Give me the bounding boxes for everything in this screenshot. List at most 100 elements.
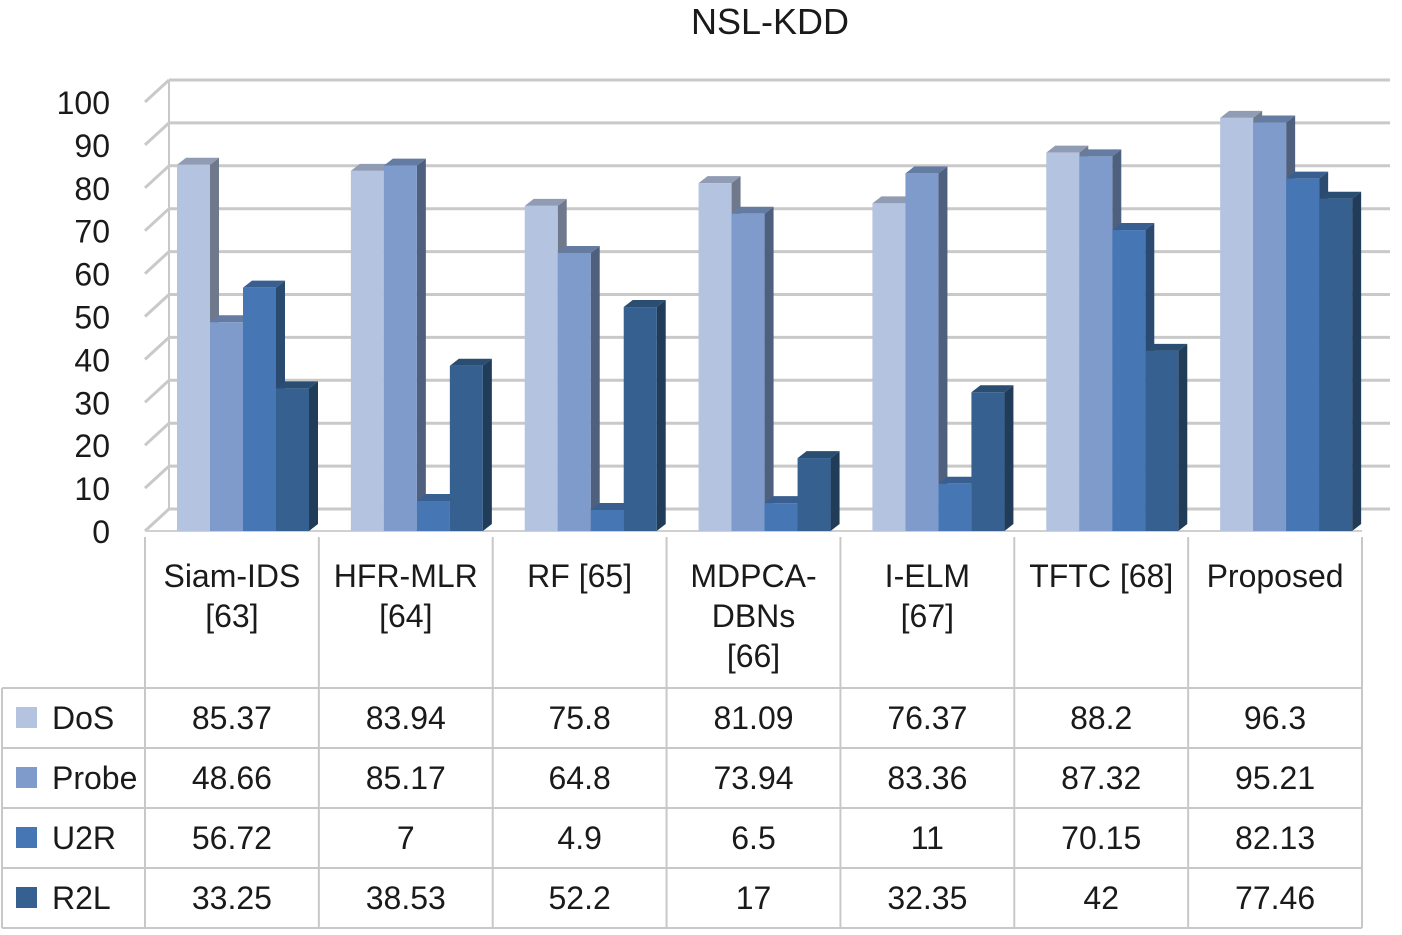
bar-front (797, 458, 831, 531)
bar-probe (383, 158, 426, 531)
gridline-side (143, 379, 171, 404)
legend-label: DoS (52, 700, 114, 736)
table-value: 33.25 (192, 880, 272, 916)
bar-front (243, 287, 276, 531)
table-value: 76.37 (887, 700, 967, 736)
gridline-side (143, 121, 171, 147)
bar-top (731, 206, 774, 214)
bar-side (764, 206, 774, 531)
bar-side (416, 158, 426, 531)
bar-top (1079, 149, 1122, 157)
bar-front (1220, 117, 1254, 532)
bar-front (764, 503, 798, 531)
table-value: 38.53 (366, 880, 446, 916)
bar-top (276, 381, 318, 389)
legend-label: U2R (52, 820, 116, 856)
y-tick-label: 100 (57, 85, 110, 121)
table-value: 75.8 (549, 700, 611, 736)
table-value: 73.94 (713, 760, 793, 796)
bar-front (524, 205, 558, 531)
bar-top (449, 358, 492, 366)
legend-swatch (16, 767, 37, 788)
table-value: 6.5 (731, 820, 775, 856)
x-category-label: TFTC [68] (1029, 558, 1173, 594)
bar-top (1253, 115, 1296, 123)
bar-top (938, 476, 981, 484)
gridline-side (143, 207, 171, 232)
bar-r2l (797, 451, 840, 531)
table-value: 96.3 (1244, 700, 1306, 736)
y-tick-label: 30 (74, 385, 110, 421)
bar-top (350, 163, 393, 171)
table-value: 88.2 (1070, 700, 1132, 736)
table-value: 77.46 (1235, 880, 1315, 916)
bar-front (383, 165, 417, 531)
bar-side (309, 381, 318, 531)
x-category-label: Proposed (1207, 558, 1344, 594)
x-category-label: HFR-MLR [64] (334, 558, 478, 634)
gridline-side (143, 78, 171, 104)
table-value: 64.8 (549, 760, 611, 796)
bar-front (872, 203, 906, 532)
bar-front (449, 365, 483, 531)
bar-top (1286, 171, 1329, 179)
bar-r2l (449, 358, 492, 531)
bar-side (938, 166, 948, 531)
bar-front (1145, 350, 1179, 531)
gridline-side (143, 293, 171, 318)
gridline-side (143, 464, 171, 490)
x-category-label: Siam-IDS [63] (163, 558, 300, 634)
table-value: 32.35 (887, 880, 967, 916)
legend-swatch (16, 707, 37, 728)
gridline-side (143, 250, 171, 275)
bar-side (830, 451, 840, 531)
y-tick-label: 0 (92, 514, 110, 550)
gridline-side (143, 164, 171, 189)
table-value: 83.36 (887, 760, 967, 796)
bar-front (623, 307, 657, 531)
bar-top (1046, 145, 1089, 153)
gridline-side (143, 422, 171, 447)
table-value: 42 (1083, 880, 1119, 916)
bar-r2l (1319, 191, 1362, 531)
bar-top (623, 300, 666, 308)
bar-side (656, 300, 666, 531)
legend-swatch (16, 887, 37, 908)
bar-top (905, 166, 948, 174)
bar-front (1286, 178, 1320, 531)
bar-front (971, 392, 1005, 531)
bar-r2l (623, 300, 666, 531)
x-category-label: I-ELM [67] (885, 558, 970, 634)
y-tick-label: 50 (74, 300, 110, 336)
bar-front (1046, 152, 1080, 531)
legend-swatch (16, 827, 37, 848)
bar-front (177, 164, 210, 531)
table-value: 81.09 (713, 700, 793, 736)
y-tick-label: 20 (74, 428, 110, 464)
table-value: 56.72 (192, 820, 272, 856)
x-category-label: MDPCA-DBNs [66] (690, 558, 816, 674)
gridline-side (143, 507, 171, 533)
bar-front (1112, 230, 1146, 531)
bar-top (797, 451, 840, 459)
table-value: 95.21 (1235, 760, 1315, 796)
bar-top (764, 496, 807, 504)
bar-probe (905, 166, 948, 531)
bar-top (1112, 223, 1155, 231)
bar-top (1319, 191, 1362, 199)
bar-side (1004, 385, 1014, 531)
table-value: 48.66 (192, 760, 272, 796)
bar-top (557, 246, 600, 254)
bar-r2l (971, 385, 1014, 531)
bar-front (557, 253, 591, 531)
bar-top (698, 176, 741, 184)
bar-front (938, 483, 972, 531)
bar-probe (731, 206, 774, 531)
bar-top (243, 280, 285, 288)
table-value: 17 (736, 880, 772, 916)
bar-top (1220, 110, 1263, 118)
bar-side (1178, 343, 1188, 531)
y-tick-label: 80 (74, 171, 110, 207)
table-value: 52.2 (549, 880, 611, 916)
legend-label: R2L (52, 880, 111, 916)
